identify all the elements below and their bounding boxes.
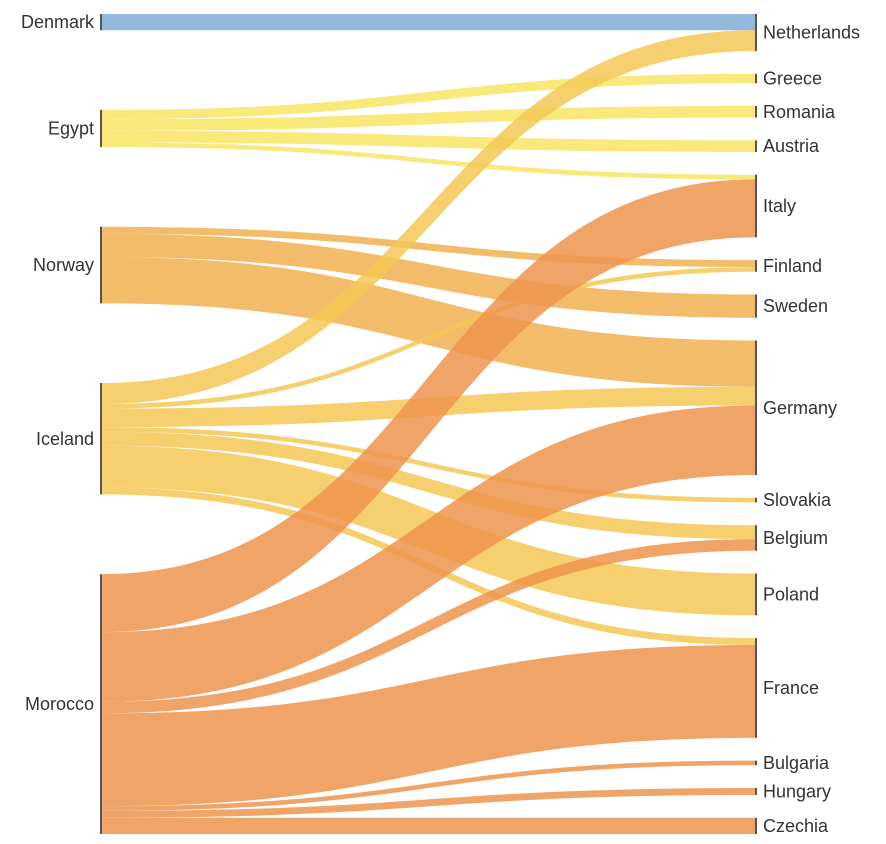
link-morocco-to-bulgaria xyxy=(102,760,755,811)
label-austria: Austria xyxy=(763,136,820,156)
node-iceland xyxy=(100,383,102,495)
label-iceland: Iceland xyxy=(36,429,94,449)
link-denmark-to-netherlands xyxy=(102,14,755,31)
node-czechia xyxy=(755,817,757,834)
link-morocco-to-germany xyxy=(102,405,755,702)
label-bulgaria: Bulgaria xyxy=(763,753,830,773)
label-czechia: Czechia xyxy=(763,816,829,836)
link-morocco-to-belgium xyxy=(102,539,755,714)
label-germany: Germany xyxy=(763,398,837,418)
label-italy: Italy xyxy=(763,196,796,216)
label-france: France xyxy=(763,678,819,698)
label-finland: Finland xyxy=(763,256,822,276)
node-greece xyxy=(755,73,757,84)
link-morocco-to-hungary xyxy=(102,788,755,818)
node-austria xyxy=(755,140,757,152)
label-poland: Poland xyxy=(763,584,819,604)
node-slovakia xyxy=(755,497,757,503)
link-morocco-to-france xyxy=(102,645,755,807)
link-iceland-to-netherlands xyxy=(102,30,755,404)
label-hungary: Hungary xyxy=(763,782,831,802)
link-egypt-to-austria xyxy=(102,130,755,152)
node-norway xyxy=(100,226,102,304)
node-bulgaria xyxy=(755,760,757,766)
link-norway-to-germany xyxy=(102,256,755,387)
link-iceland-to-finland xyxy=(102,267,755,409)
label-norway: Norway xyxy=(33,255,94,275)
label-slovakia: Slovakia xyxy=(763,490,832,510)
node-italy xyxy=(755,174,757,238)
node-germany xyxy=(755,340,757,476)
node-romania xyxy=(755,105,757,118)
label-denmark: Denmark xyxy=(21,12,95,32)
node-morocco xyxy=(100,574,102,834)
label-romania: Romania xyxy=(763,102,836,122)
link-morocco-to-italy xyxy=(102,179,755,633)
label-belgium: Belgium xyxy=(763,528,828,548)
label-egypt: Egypt xyxy=(48,119,94,139)
link-egypt-to-romania xyxy=(102,105,755,131)
link-norway-to-sweden xyxy=(102,233,755,318)
label-greece: Greece xyxy=(763,69,822,89)
labels-layer: Denmark Egypt Norway Iceland Morocco Netherla… xyxy=(21,12,860,836)
node-hungary xyxy=(755,788,757,795)
link-iceland-to-belgium xyxy=(102,431,755,540)
link-iceland-to-slovakia xyxy=(102,427,755,503)
label-netherlands: Netherlands xyxy=(763,23,860,43)
node-belgium xyxy=(755,525,757,551)
node-denmark xyxy=(100,14,102,31)
nodes-layer xyxy=(100,14,757,834)
node-sweden xyxy=(755,294,757,318)
links-layer xyxy=(102,14,755,834)
label-morocco: Morocco xyxy=(25,694,94,714)
node-france xyxy=(755,638,757,738)
node-poland xyxy=(755,573,757,616)
node-netherlands xyxy=(755,14,757,52)
node-finland xyxy=(755,260,757,272)
link-morocco-to-czechia xyxy=(102,817,755,834)
link-egypt-to-italy xyxy=(102,142,755,180)
node-egypt xyxy=(100,109,102,148)
label-sweden: Sweden xyxy=(763,296,828,316)
